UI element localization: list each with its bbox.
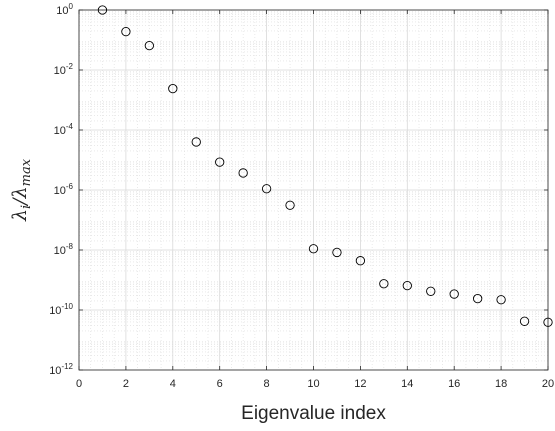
data-point [496, 295, 506, 305]
x-tick-label: 12 [354, 378, 366, 390]
data-point [355, 256, 366, 266]
y-axis-label: λi/λmax [9, 158, 34, 222]
y-axis-label-sub2: max [19, 158, 34, 186]
data-point [543, 317, 553, 327]
y-tick-label: 10-8 [54, 242, 74, 257]
data-point [519, 316, 530, 326]
x-tick-label: 4 [170, 378, 176, 390]
data-point [308, 244, 319, 254]
x-tick-label: 6 [217, 378, 223, 390]
y-axis-label-sub1: i [19, 205, 34, 209]
x-axis-ticks: 0 2 4 6 8 10 12 14 16 18 20 [76, 10, 554, 390]
data-point [238, 168, 248, 178]
x-tick-label: 8 [264, 378, 270, 390]
x-tick-label: 18 [495, 378, 507, 390]
y-tick-label: 100 [56, 2, 73, 17]
x-tick-label: 0 [76, 378, 82, 390]
data-point [97, 5, 108, 15]
y-tick-label: 10-2 [54, 62, 74, 77]
y-tick-label: 10-4 [54, 122, 74, 137]
y-axis-label-main: λ [9, 209, 31, 222]
data-point [402, 280, 412, 291]
x-tick-label: 14 [401, 378, 413, 390]
data-point [472, 293, 483, 304]
y-tick-label: 10-10 [49, 302, 73, 317]
data-point [261, 184, 272, 194]
data-point [121, 26, 131, 37]
x-axis-label: Eigenvalue index [241, 403, 386, 424]
data-point [379, 279, 389, 289]
y-axis-ticks: 100 10-2 10-4 10-6 10-8 10-10 10-12 [49, 2, 548, 377]
data-point [449, 289, 459, 299]
data-point [144, 40, 155, 51]
y-axis-label-slash: /λ [9, 186, 31, 206]
x-tick-label: 20 [542, 378, 554, 390]
x-tick-label: 16 [448, 378, 460, 390]
data-point [332, 247, 342, 258]
data-point [285, 200, 295, 210]
x-tick-label: 2 [123, 378, 129, 390]
data-point [191, 137, 201, 147]
data-point [426, 286, 436, 296]
data-points [97, 5, 553, 327]
y-tick-label: 10-6 [54, 182, 74, 197]
y-tick-label: 10-12 [49, 362, 73, 377]
data-point [215, 157, 225, 167]
x-tick-label: 10 [307, 378, 319, 390]
data-point [168, 83, 178, 94]
